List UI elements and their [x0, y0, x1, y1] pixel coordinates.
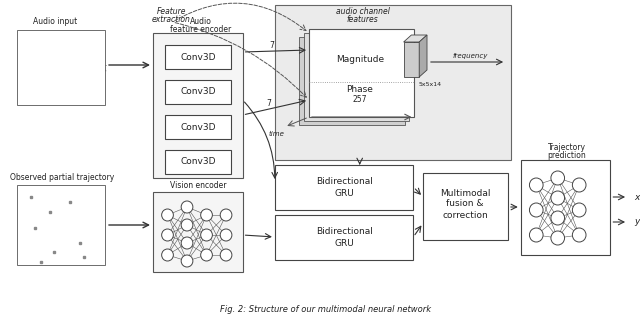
Text: feature encoder: feature encoder [170, 25, 231, 33]
Circle shape [529, 178, 543, 192]
Circle shape [162, 249, 173, 261]
FancyBboxPatch shape [300, 37, 404, 125]
Text: 7: 7 [269, 41, 275, 50]
FancyBboxPatch shape [304, 33, 410, 121]
Text: y: y [634, 218, 639, 226]
Text: Feature: Feature [157, 8, 186, 17]
Text: Phase: Phase [346, 85, 373, 94]
FancyBboxPatch shape [164, 80, 231, 104]
FancyBboxPatch shape [164, 115, 231, 139]
Text: Conv3D: Conv3D [180, 158, 216, 167]
FancyBboxPatch shape [153, 33, 243, 178]
Polygon shape [404, 35, 427, 42]
Text: 5x5x14: 5x5x14 [418, 83, 442, 87]
Circle shape [551, 231, 564, 245]
Circle shape [201, 229, 212, 241]
Circle shape [572, 178, 586, 192]
FancyBboxPatch shape [521, 160, 611, 255]
Text: Observed partial trajectory: Observed partial trajectory [10, 174, 115, 182]
Circle shape [551, 191, 564, 205]
Circle shape [529, 203, 543, 217]
Text: time: time [269, 131, 285, 137]
FancyBboxPatch shape [275, 215, 413, 260]
Circle shape [201, 209, 212, 221]
Circle shape [220, 249, 232, 261]
Text: Trajectory: Trajectory [547, 144, 586, 152]
FancyBboxPatch shape [275, 5, 511, 160]
Circle shape [572, 228, 586, 242]
Text: x: x [634, 192, 639, 202]
Text: prediction: prediction [547, 152, 586, 160]
FancyBboxPatch shape [17, 185, 105, 265]
Text: Audio input: Audio input [33, 18, 77, 26]
Circle shape [220, 229, 232, 241]
FancyBboxPatch shape [17, 30, 105, 105]
Text: Audio: Audio [189, 18, 212, 26]
Text: features: features [347, 16, 378, 25]
Circle shape [572, 203, 586, 217]
Circle shape [551, 171, 564, 185]
FancyBboxPatch shape [164, 150, 231, 174]
Text: GRU: GRU [334, 189, 354, 197]
Text: Fig. 2: Structure of our multimodal neural network: Fig. 2: Structure of our multimodal neur… [220, 306, 431, 315]
Polygon shape [419, 35, 427, 77]
Text: Conv3D: Conv3D [180, 122, 216, 131]
FancyBboxPatch shape [309, 29, 414, 117]
FancyBboxPatch shape [164, 45, 231, 69]
FancyBboxPatch shape [423, 173, 508, 240]
Circle shape [201, 249, 212, 261]
Circle shape [181, 219, 193, 231]
Text: Bidirectional: Bidirectional [316, 226, 372, 235]
FancyBboxPatch shape [404, 42, 419, 77]
Text: fusion &: fusion & [446, 199, 484, 209]
Circle shape [181, 201, 193, 213]
Circle shape [181, 237, 193, 249]
Text: audio channel: audio channel [336, 8, 390, 17]
Circle shape [220, 209, 232, 221]
Circle shape [162, 229, 173, 241]
Text: Conv3D: Conv3D [180, 53, 216, 62]
FancyBboxPatch shape [275, 165, 413, 210]
Text: Bidirectional: Bidirectional [316, 176, 372, 186]
Text: Magnitude: Magnitude [335, 56, 384, 64]
Circle shape [551, 211, 564, 225]
Circle shape [162, 209, 173, 221]
FancyBboxPatch shape [153, 192, 243, 272]
Text: frequency: frequency [452, 53, 488, 59]
Text: extraction: extraction [152, 16, 191, 25]
Text: GRU: GRU [334, 239, 354, 248]
Text: Vision encoder: Vision encoder [170, 181, 226, 189]
Circle shape [529, 228, 543, 242]
Text: Multimodal: Multimodal [440, 189, 490, 197]
Text: 257: 257 [353, 95, 367, 105]
Text: Conv3D: Conv3D [180, 87, 216, 97]
Circle shape [181, 255, 193, 267]
Text: 7: 7 [266, 99, 271, 108]
Text: correction: correction [442, 211, 488, 219]
